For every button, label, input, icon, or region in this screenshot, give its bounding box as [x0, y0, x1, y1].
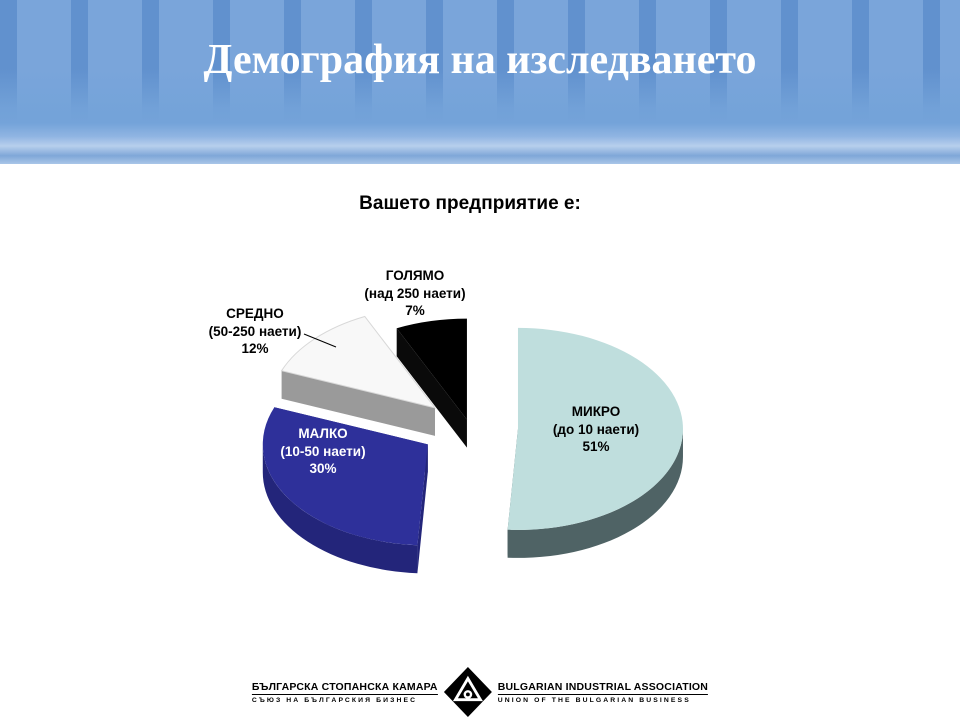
pie-slice-malko-rim — [262, 444, 418, 574]
footer-right-block: BULGARIAN INDUSTRIAL ASSOCIATION UNION O… — [497, 680, 709, 704]
header-banner: Демография на изследването — [0, 0, 960, 164]
pie-slice-sredno-cut-face-0 — [281, 370, 436, 436]
sredno-leader-line — [303, 333, 337, 348]
slice-label-subtitle: (50-250 наети) — [208, 323, 302, 339]
slice-label-goliamo: ГОЛЯМО (над 250 наети) 7% — [364, 267, 465, 320]
slice-label-percent: 51% — [582, 439, 610, 454]
slice-label-subtitle: (до 10 наети) — [552, 421, 640, 437]
slice-label-sredno: СРЕДНО (50-250 наети) 12% — [209, 305, 302, 358]
footer-left-subtitle: СЪЮЗ НА БЪЛГАРСКИЯ БИЗНЕС — [251, 696, 418, 704]
pie-slice-mikro-rim — [507, 428, 683, 558]
slice-label-title: СРЕДНО — [226, 306, 284, 321]
slide-title: Демография на изследването — [203, 37, 757, 83]
slice-label-percent: 7% — [405, 303, 425, 318]
pie-slice-malko-cut-face-0 — [417, 444, 428, 574]
pie-slice-mikro-top — [507, 327, 683, 530]
slice-label-malko: МАЛКО (10-50 наети) 30% — [280, 425, 365, 478]
pie-slices-group — [262, 315, 683, 574]
footer: БЪЛГАРСКА СТОПАНСКА КАМАРА СЪЮЗ НА БЪЛГА… — [251, 666, 709, 718]
pie-slice-goliamo-top — [396, 318, 467, 420]
slice-label-title: МАЛКО — [298, 426, 348, 441]
footer-right-title: BULGARIAN INDUSTRIAL ASSOCIATION — [497, 680, 709, 695]
bia-diamond-logo-icon — [443, 667, 492, 717]
slice-label-subtitle: (над 250 наети) — [364, 285, 466, 301]
footer-left-title: БЪЛГАРСКА СТОПАНСКА КАМАРА — [251, 680, 438, 695]
slice-label-percent: 12% — [241, 341, 269, 356]
footer-right-subtitle: UNION OF THE BULGARIAN BUSINESS — [497, 696, 691, 704]
pie-slice-malko-top — [262, 407, 428, 546]
pie-slice-goliamo-cut-face-0 — [396, 328, 467, 448]
footer-left-block: БЪЛГАРСКА СТОПАНСКА КАМАРА СЪЮЗ НА БЪЛГА… — [251, 680, 438, 704]
slice-label-title: ГОЛЯМО — [385, 268, 445, 283]
slice-label-title: МИКРО — [571, 404, 621, 419]
chart-title: Вашето предприятие е: — [359, 193, 581, 214]
slice-label-subtitle: (10-50 наети) — [280, 443, 366, 459]
slice-label-percent: 30% — [309, 461, 337, 476]
slice-label-mikro: МИКРО (до 10 наети) 51% — [553, 403, 639, 456]
